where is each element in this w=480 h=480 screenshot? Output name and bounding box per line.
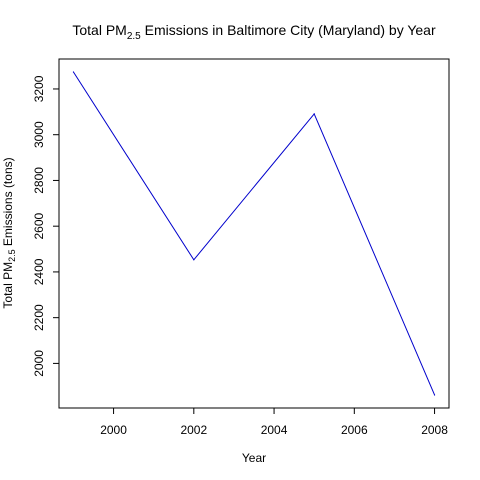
x-axis: 2000 2002 2004 2006 2008: [100, 408, 448, 437]
y-tick-label: 2200: [32, 304, 46, 331]
chart-title: Total PM2.5 Emissions in Baltimore City …: [72, 22, 436, 42]
plot-area: [58, 58, 450, 409]
data-point: [193, 259, 195, 261]
x-tick-label: 2008: [421, 423, 448, 437]
x-tick-label: 2000: [100, 423, 127, 437]
x-axis-label: Year: [242, 451, 266, 465]
x-tick-label: 2002: [180, 423, 207, 437]
data-point: [72, 71, 75, 73]
x-tick-label: 2004: [261, 423, 288, 437]
y-axis-label: Total PM2.5 Emissions (tons): [1, 157, 17, 308]
series-line: [73, 71, 436, 396]
y-tick-label: 2000: [32, 350, 46, 377]
x-tick-label: 2006: [341, 423, 368, 437]
y-tick-label: 3000: [32, 121, 46, 148]
data-point: [433, 394, 436, 396]
y-tick-label: 3200: [32, 75, 46, 102]
y-tick-label: 2800: [32, 167, 46, 194]
y-tick-label: 2400: [32, 258, 46, 285]
data-point: [313, 113, 315, 115]
y-axis: 2000 2200 2400 2600 2800 3000 3200: [32, 75, 59, 377]
y-tick-label: 2600: [32, 213, 46, 240]
series-layer: [72, 71, 436, 396]
